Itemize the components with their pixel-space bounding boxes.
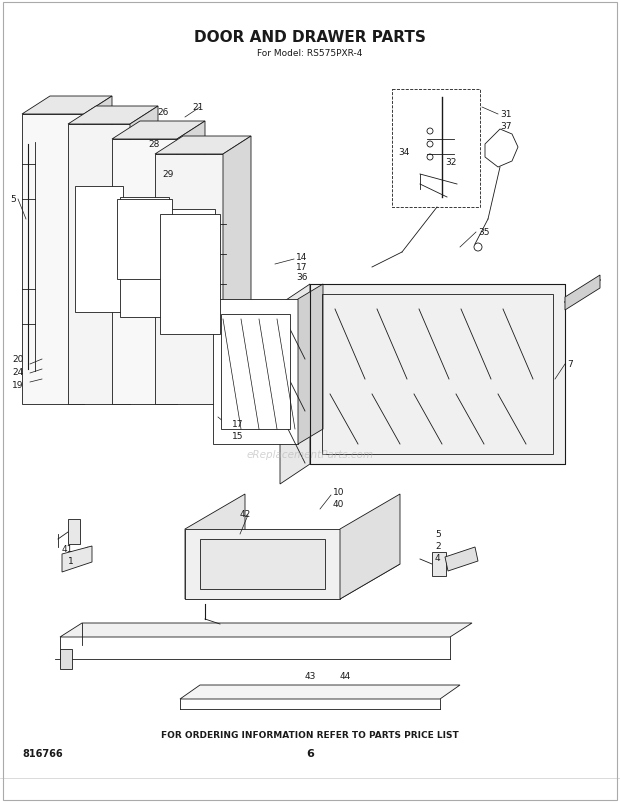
- Polygon shape: [213, 300, 298, 444]
- Text: 17: 17: [232, 419, 244, 429]
- Bar: [160, 214, 220, 335]
- Text: 5: 5: [10, 195, 16, 204]
- Bar: [60, 649, 72, 669]
- Polygon shape: [22, 115, 84, 405]
- Text: 7: 7: [567, 360, 573, 369]
- Polygon shape: [84, 97, 112, 405]
- Polygon shape: [280, 284, 310, 484]
- Polygon shape: [565, 275, 600, 311]
- Polygon shape: [155, 137, 251, 155]
- Polygon shape: [68, 124, 130, 405]
- Text: 17: 17: [296, 263, 308, 271]
- Text: DOOR AND DRAWER PARTS: DOOR AND DRAWER PARTS: [194, 31, 426, 46]
- Text: 2: 2: [435, 541, 441, 550]
- Text: For Model: RS575PXR-4: For Model: RS575PXR-4: [257, 50, 363, 59]
- Text: 29: 29: [162, 169, 174, 179]
- Bar: [221, 315, 290, 430]
- Polygon shape: [180, 685, 460, 699]
- Text: 15: 15: [232, 431, 244, 441]
- Text: 34: 34: [398, 148, 409, 157]
- Text: 36: 36: [296, 273, 308, 282]
- Text: 40: 40: [333, 499, 344, 508]
- Text: 14: 14: [296, 253, 308, 262]
- Polygon shape: [485, 130, 518, 168]
- Text: eReplacementParts.com: eReplacementParts.com: [246, 450, 374, 459]
- Text: 37: 37: [500, 122, 511, 131]
- Text: 19: 19: [12, 381, 24, 389]
- Polygon shape: [60, 623, 472, 638]
- Text: 26: 26: [157, 108, 169, 117]
- Bar: [68, 520, 80, 544]
- Text: 10: 10: [333, 487, 345, 496]
- Text: 816766: 816766: [22, 748, 63, 758]
- Polygon shape: [340, 495, 400, 599]
- Polygon shape: [112, 122, 205, 140]
- Text: 35: 35: [478, 228, 490, 237]
- Polygon shape: [62, 546, 92, 573]
- Bar: [163, 210, 215, 322]
- Bar: [392, 90, 480, 208]
- Polygon shape: [185, 565, 400, 599]
- Polygon shape: [112, 140, 177, 405]
- Bar: [76, 186, 123, 312]
- Polygon shape: [130, 107, 158, 405]
- Polygon shape: [22, 97, 112, 115]
- Bar: [310, 284, 565, 464]
- Text: 21: 21: [192, 103, 203, 112]
- Text: 24: 24: [12, 368, 24, 377]
- Text: FOR ORDERING INFORMATION REFER TO PARTS PRICE LIST: FOR ORDERING INFORMATION REFER TO PARTS …: [161, 731, 459, 740]
- Text: 1: 1: [68, 556, 74, 565]
- Text: 41: 41: [62, 544, 73, 553]
- Bar: [120, 198, 169, 317]
- Text: 5: 5: [435, 529, 441, 538]
- Polygon shape: [177, 122, 205, 405]
- Polygon shape: [310, 284, 565, 464]
- Text: 28: 28: [148, 140, 159, 149]
- Text: 6: 6: [306, 748, 314, 758]
- Text: 4: 4: [435, 553, 441, 562]
- Text: 44: 44: [340, 671, 352, 680]
- Text: 42: 42: [240, 509, 251, 519]
- Polygon shape: [185, 529, 340, 599]
- Polygon shape: [298, 284, 323, 444]
- Bar: [322, 295, 553, 454]
- Text: 32: 32: [445, 158, 456, 167]
- Polygon shape: [200, 540, 325, 589]
- Polygon shape: [68, 107, 158, 124]
- Bar: [432, 552, 446, 577]
- Text: 31: 31: [500, 110, 511, 119]
- Polygon shape: [185, 495, 245, 599]
- Text: 43: 43: [305, 671, 316, 680]
- Polygon shape: [223, 137, 251, 405]
- Text: 20: 20: [12, 355, 24, 364]
- Polygon shape: [445, 548, 478, 571]
- Bar: [117, 200, 172, 279]
- Polygon shape: [155, 155, 223, 405]
